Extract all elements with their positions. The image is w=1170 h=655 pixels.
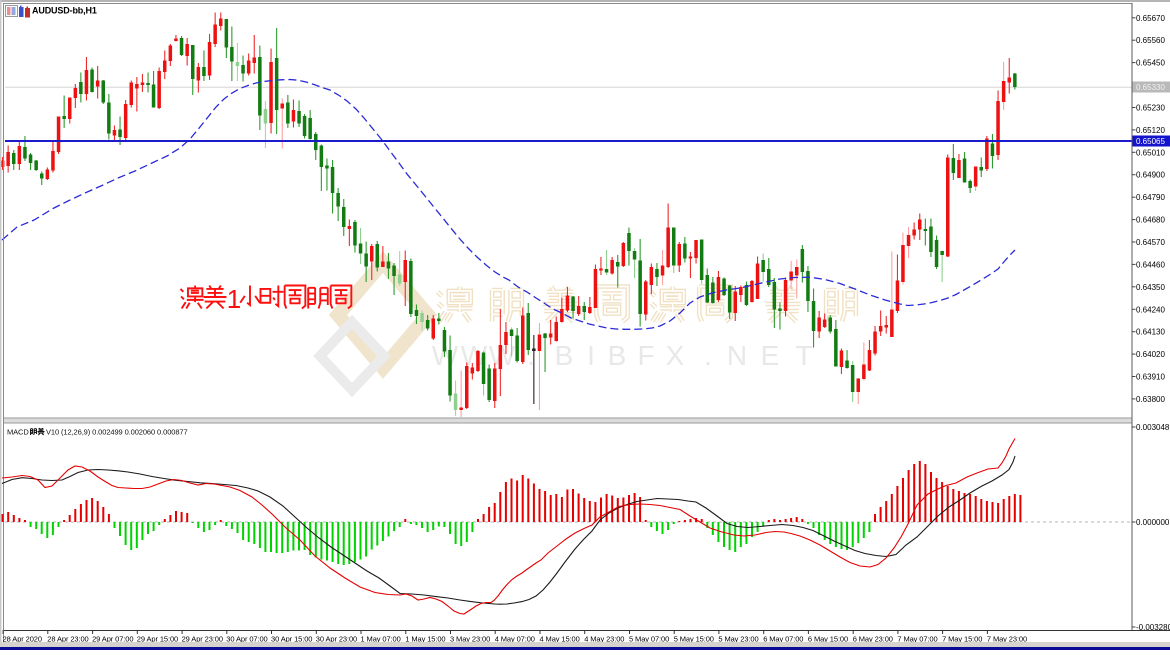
svg-text:B: B [608,340,627,371]
svg-text:0.65010: 0.65010 [1136,148,1165,157]
svg-text:0.65560: 0.65560 [1136,36,1165,45]
svg-text:0.65450: 0.65450 [1136,59,1165,68]
svg-text:0.65120: 0.65120 [1136,126,1165,135]
svg-text:0.000000: 0.000000 [1136,518,1170,527]
svg-text:E: E [761,340,780,371]
svg-text:0.65230: 0.65230 [1136,104,1165,113]
svg-text:0.65065: 0.65065 [1136,137,1165,146]
svg-text:0.64130: 0.64130 [1136,328,1165,337]
svg-text:0.63800: 0.63800 [1136,395,1165,404]
svg-text:T: T [795,340,812,371]
svg-text:F: F [637,340,654,371]
svg-text:0.63910: 0.63910 [1136,373,1165,382]
svg-text:I: I [587,340,595,371]
svg-text:N: N [727,340,747,371]
svg-text:1: 1 [227,284,241,314]
svg-text:0.64020: 0.64020 [1136,350,1165,359]
svg-text:0.64350: 0.64350 [1136,283,1165,292]
svg-text:0.64570: 0.64570 [1136,238,1165,247]
svg-text:V10 (12,26,9) 0.002499 0.00206: V10 (12,26,9) 0.002499 0.002060 0.000877 [46,428,188,437]
svg-text:X: X [666,340,685,371]
svg-text:0.65670: 0.65670 [1136,14,1165,23]
svg-text:-0.003280: -0.003280 [1136,623,1170,632]
svg-text:.: . [704,340,712,371]
svg-text:MACD: MACD [7,428,29,437]
svg-text:B: B [555,340,574,371]
svg-text:0.64680: 0.64680 [1136,216,1165,225]
svg-text:0.65330: 0.65330 [1136,83,1165,92]
svg-text:0.64900: 0.64900 [1136,171,1165,180]
svg-text:0.64790: 0.64790 [1136,193,1165,202]
svg-text:0.003048: 0.003048 [1136,423,1170,432]
svg-text:0.64240: 0.64240 [1136,305,1165,314]
svg-text:AUDUSD-bb,H1: AUDUSD-bb,H1 [32,6,97,16]
svg-text:0.64460: 0.64460 [1136,260,1165,269]
